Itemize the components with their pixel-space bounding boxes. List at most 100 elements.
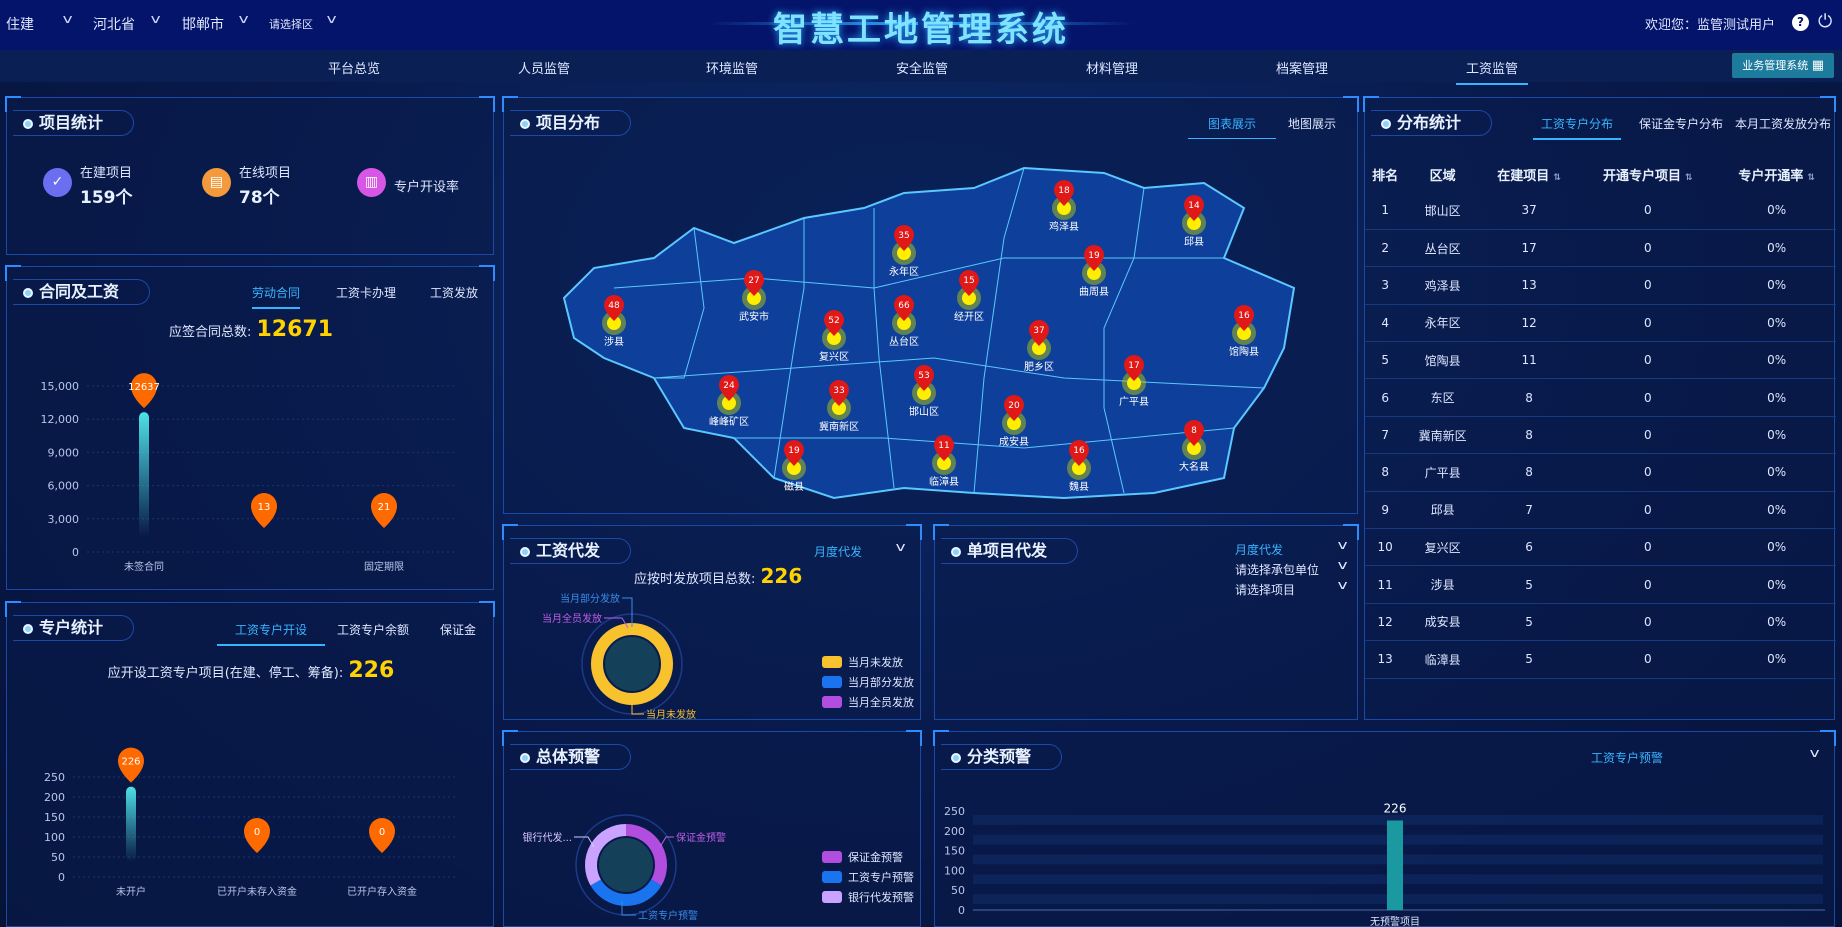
map-marker[interactable]: 8 大名县 <box>1179 420 1209 473</box>
nav-environment[interactable]: 环境监管 <box>706 62 759 77</box>
pin-icon <box>959 270 979 296</box>
nav-archives[interactable]: 档案管理 <box>1276 62 1329 77</box>
donut-slice[interactable] <box>590 879 662 906</box>
nav-materials[interactable]: 材料管理 <box>1086 62 1139 77</box>
contractor-select[interactable]: 请选择承包单位 <box>1235 563 1320 577</box>
nav-safety[interactable]: 安全监管 <box>896 62 949 77</box>
map-marker[interactable]: 18 鸡泽县 <box>1049 180 1079 233</box>
table-row[interactable]: 6 东区 8 0 0% <box>1365 378 1836 417</box>
sort-icon[interactable]: ⇅ <box>1553 172 1561 183</box>
pin-icon <box>894 225 914 251</box>
table-row[interactable]: 2 丛台区 17 0 0% <box>1365 229 1836 268</box>
chevron-down-icon[interactable]: v <box>1809 746 1820 760</box>
tab-wage-card[interactable]: 工资卡办理 <box>336 286 397 300</box>
nav-personnel[interactable]: 人员监管 <box>518 62 571 77</box>
map-marker[interactable]: 17 广平县 <box>1119 355 1149 408</box>
legend-item[interactable]: 当月部分发放 <box>822 674 914 690</box>
legend-item[interactable]: 保证金预警 <box>822 849 903 865</box>
map-marker[interactable]: 15 经开区 <box>954 270 984 323</box>
column-header[interactable]: 在建项目 ⇅ <box>1480 156 1579 192</box>
map-marker[interactable]: 33 冀南新区 <box>819 380 859 433</box>
title-dot-icon <box>520 119 530 129</box>
tab-labor-contract[interactable]: 劳动合同 <box>252 284 301 309</box>
district-select[interactable]: 请选择区 <box>269 18 313 31</box>
region-name: 磁县 <box>784 480 804 493</box>
project-map-card: 项目分布 图表展示 地图展示 48 涉县 27 武安市 35 永年区 52 复兴区 66 丛台区 1… <box>502 96 1359 514</box>
bar[interactable] <box>139 412 149 537</box>
chevron-down-icon[interactable]: v <box>238 12 249 26</box>
total-label: 应按时发放项目总数: <box>634 572 756 587</box>
period-select[interactable]: 月度代发 <box>814 545 863 559</box>
tab-chart-view[interactable]: 图表展示 <box>1188 115 1277 139</box>
map-marker[interactable]: 66 丛台区 <box>889 295 919 348</box>
table-row[interactable]: 12 成安县 5 0 0% <box>1365 603 1836 642</box>
bar[interactable] <box>126 786 136 862</box>
legend-item[interactable]: 当月未发放 <box>822 654 903 670</box>
sort-icon[interactable]: ⇅ <box>1685 172 1693 183</box>
province-select[interactable]: 河北省 <box>93 17 135 33</box>
table-row[interactable]: 11 涉县 5 0 0% <box>1365 565 1836 604</box>
power-icon[interactable]: ⏻ <box>1818 11 1833 32</box>
tab-deposit[interactable]: 保证金 <box>440 623 477 637</box>
warning-type-select[interactable]: 工资专户预警 <box>1591 751 1664 765</box>
business-system-button[interactable]: 业务管理系统 ▦ <box>1732 53 1834 78</box>
city-select[interactable]: 邯郸市 <box>182 17 224 33</box>
help-icon[interactable]: ? <box>1792 14 1809 31</box>
chevron-down-icon[interactable]: v <box>895 540 906 554</box>
tab-wage-payment[interactable]: 工资发放 <box>430 286 479 300</box>
tab-account-balance[interactable]: 工资专户余额 <box>337 623 410 637</box>
sort-icon[interactable]: ⇅ <box>1807 172 1815 183</box>
nav-overview[interactable]: 平台总览 <box>328 62 381 77</box>
map-marker[interactable]: 19 曲周县 <box>1079 245 1109 298</box>
tab-map-view[interactable]: 地图展示 <box>1288 117 1337 131</box>
map-marker[interactable]: 35 永年区 <box>889 225 919 278</box>
chevron-down-icon[interactable]: v <box>326 12 337 26</box>
map-marker[interactable]: 53 邯山区 <box>909 365 939 418</box>
map-marker[interactable]: 11 临漳县 <box>929 435 959 488</box>
legend-item[interactable]: 银行代发预警 <box>822 889 914 905</box>
donut-slice[interactable] <box>591 623 673 705</box>
map-marker[interactable]: 20 成安县 <box>999 395 1029 448</box>
table-row[interactable]: 13 临漳县 5 0 0% <box>1365 640 1836 679</box>
period-select[interactable]: 月度代发 <box>1235 543 1284 557</box>
chevron-down-icon[interactable]: v <box>62 12 73 26</box>
chevron-down-icon[interactable]: v <box>1337 558 1348 572</box>
nav-wages[interactable]: 工资监管 <box>1456 58 1529 85</box>
map-marker[interactable]: 48 涉县 <box>602 295 626 348</box>
org-select[interactable]: 住建 <box>6 17 34 33</box>
map-marker[interactable]: 24 峰峰矿区 <box>709 375 749 428</box>
table-row[interactable]: 8 广平县 8 0 0% <box>1365 453 1836 492</box>
table-cell: 0 <box>1578 565 1718 604</box>
table-row[interactable]: 1 邯山区 37 0 0% <box>1365 192 1836 230</box>
table-row[interactable]: 5 馆陶县 11 0 0% <box>1365 341 1836 380</box>
chevron-down-icon[interactable]: v <box>1337 538 1348 552</box>
map-marker[interactable]: 14 邱县 <box>1182 195 1206 248</box>
legend-item[interactable]: 当月全员发放 <box>822 694 914 710</box>
map-marker[interactable]: 19 磁县 <box>782 440 806 493</box>
tab-monthly-wage-dist[interactable]: 本月工资发放分布 <box>1735 117 1832 131</box>
table-row[interactable]: 10 复兴区 6 0 0% <box>1365 528 1836 567</box>
table-row[interactable]: 3 鸡泽县 13 0 0% <box>1365 266 1836 305</box>
table-row[interactable]: 7 冀南新区 8 0 0% <box>1365 416 1836 455</box>
table-row[interactable]: 9 邱县 7 0 0% <box>1365 491 1836 530</box>
map-marker[interactable]: 16 馆陶县 <box>1229 305 1259 358</box>
chevron-down-icon[interactable]: v <box>150 12 161 26</box>
column-header[interactable]: 专户开通率 ⇅ <box>1717 156 1836 192</box>
tab-wage-account-dist[interactable]: 工资专户分布 <box>1533 115 1622 140</box>
marker-dot <box>1007 416 1021 430</box>
map-marker[interactable]: 27 武安市 <box>739 270 769 323</box>
map-marker[interactable]: 16 魏县 <box>1067 440 1091 493</box>
bar[interactable] <box>1387 820 1403 910</box>
chevron-down-icon[interactable]: v <box>1337 578 1348 592</box>
table-row[interactable]: 4 永年区 12 0 0% <box>1365 304 1836 343</box>
legend-item[interactable]: 工资专户预警 <box>822 869 914 885</box>
project-select[interactable]: 请选择项目 <box>1235 583 1296 597</box>
map-marker[interactable]: 37 肥乡区 <box>1024 320 1054 373</box>
map-marker[interactable]: 52 复兴区 <box>819 310 849 363</box>
column-header[interactable]: 开通专户项目 ⇅ <box>1578 156 1717 192</box>
donut-slice[interactable] <box>625 824 667 886</box>
tab-account-open[interactable]: 工资专户开设 <box>217 621 326 646</box>
tab-deposit-dist[interactable]: 保证金专户分布 <box>1639 117 1724 131</box>
donut-slice[interactable] <box>585 824 627 886</box>
